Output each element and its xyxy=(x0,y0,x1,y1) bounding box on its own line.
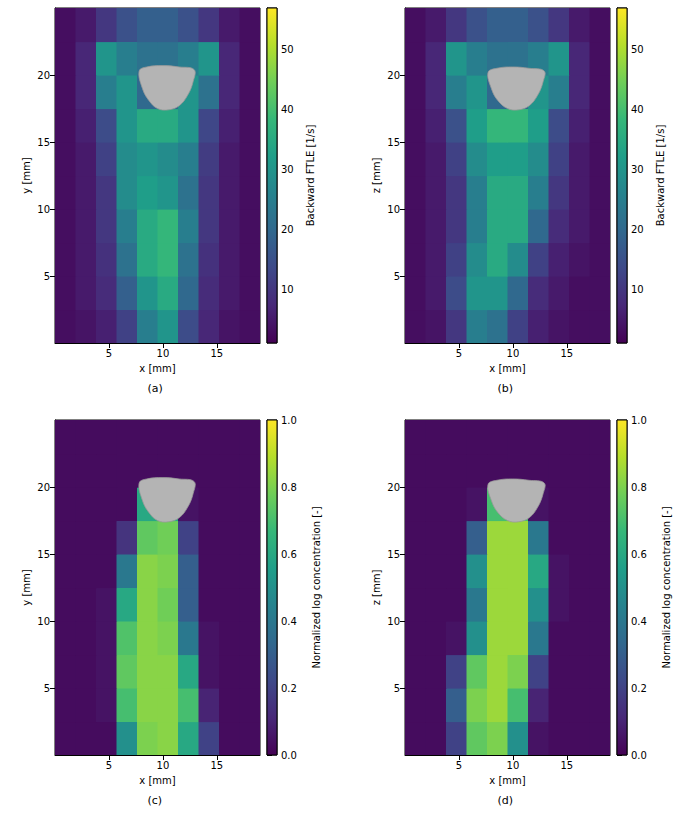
svg-text:30: 30 xyxy=(281,164,294,175)
svg-text:15: 15 xyxy=(210,348,223,359)
svg-text:20: 20 xyxy=(631,224,644,235)
svg-text:z [mm]: z [mm] xyxy=(371,570,382,606)
svg-text:15: 15 xyxy=(560,348,573,359)
svg-text:40: 40 xyxy=(281,104,294,115)
svg-text:5: 5 xyxy=(456,760,462,771)
svg-text:10: 10 xyxy=(387,616,400,627)
svg-text:15: 15 xyxy=(387,549,400,560)
svg-text:50: 50 xyxy=(281,44,294,55)
svg-text:20: 20 xyxy=(387,70,400,81)
svg-text:Normalized log concentration [: Normalized log concentration [-] xyxy=(311,506,322,668)
svg-text:(b): (b) xyxy=(498,382,514,395)
svg-text:1.0: 1.0 xyxy=(631,415,647,426)
svg-text:0.8: 0.8 xyxy=(631,482,647,493)
svg-text:5: 5 xyxy=(106,348,112,359)
svg-text:z [mm]: z [mm] xyxy=(371,158,382,194)
svg-text:0.2: 0.2 xyxy=(281,683,297,694)
svg-text:10: 10 xyxy=(631,284,644,295)
svg-text:0.6: 0.6 xyxy=(281,549,297,560)
svg-text:10: 10 xyxy=(507,760,520,771)
svg-text:15: 15 xyxy=(560,760,573,771)
svg-text:(a): (a) xyxy=(148,382,163,395)
svg-text:20: 20 xyxy=(37,70,50,81)
svg-text:10: 10 xyxy=(281,284,294,295)
svg-text:10: 10 xyxy=(37,204,50,215)
svg-text:Backward FTLE [1/s]: Backward FTLE [1/s] xyxy=(305,125,316,227)
svg-text:5: 5 xyxy=(44,683,50,694)
svg-text:20: 20 xyxy=(37,482,50,493)
svg-text:15: 15 xyxy=(37,549,50,560)
svg-text:Normalized log concentration [: Normalized log concentration [-] xyxy=(661,506,672,668)
svg-text:20: 20 xyxy=(281,224,294,235)
svg-text:10: 10 xyxy=(387,204,400,215)
svg-text:x [mm]: x [mm] xyxy=(489,775,525,786)
svg-text:0.0: 0.0 xyxy=(631,750,647,761)
svg-text:0.4: 0.4 xyxy=(631,616,647,627)
svg-text:y [mm]: y [mm] xyxy=(21,569,32,605)
svg-text:y [mm]: y [mm] xyxy=(21,157,32,193)
svg-text:10: 10 xyxy=(507,348,520,359)
svg-text:10: 10 xyxy=(157,760,170,771)
svg-text:Backward FTLE [1/s]: Backward FTLE [1/s] xyxy=(655,125,666,227)
svg-text:15: 15 xyxy=(210,760,223,771)
svg-text:5: 5 xyxy=(394,683,400,694)
svg-text:5: 5 xyxy=(106,760,112,771)
svg-text:15: 15 xyxy=(387,137,400,148)
svg-text:0.4: 0.4 xyxy=(281,616,297,627)
svg-text:0.0: 0.0 xyxy=(281,750,297,761)
svg-text:0.6: 0.6 xyxy=(631,549,647,560)
svg-text:(d): (d) xyxy=(498,794,514,807)
svg-text:20: 20 xyxy=(387,482,400,493)
svg-text:10: 10 xyxy=(157,348,170,359)
svg-text:10: 10 xyxy=(37,616,50,627)
svg-text:0.2: 0.2 xyxy=(631,683,647,694)
svg-text:40: 40 xyxy=(631,104,644,115)
svg-text:(c): (c) xyxy=(148,794,163,807)
svg-text:50: 50 xyxy=(631,44,644,55)
svg-text:x [mm]: x [mm] xyxy=(489,363,525,374)
svg-text:x [mm]: x [mm] xyxy=(139,363,175,374)
svg-text:5: 5 xyxy=(394,271,400,282)
svg-text:5: 5 xyxy=(456,348,462,359)
svg-text:15: 15 xyxy=(37,137,50,148)
svg-text:x [mm]: x [mm] xyxy=(139,775,175,786)
svg-text:30: 30 xyxy=(631,164,644,175)
svg-text:0.8: 0.8 xyxy=(281,482,297,493)
svg-text:5: 5 xyxy=(44,271,50,282)
svg-text:1.0: 1.0 xyxy=(281,415,297,426)
